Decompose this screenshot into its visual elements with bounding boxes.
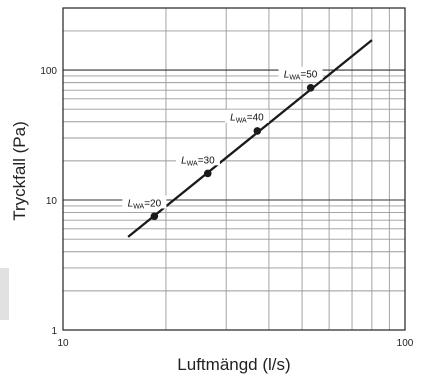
x-tick-label: 100 (397, 338, 414, 349)
annotation-label: LWA=40 (230, 113, 264, 125)
y-axis-title: Tryckfall (Pa) (10, 121, 29, 221)
annotation-label: LWA=30 (181, 155, 215, 167)
annotation-bg (224, 109, 269, 123)
y-tick-label: 1 (51, 326, 57, 337)
y-tick-label: 100 (40, 66, 57, 77)
data-point (203, 169, 212, 178)
annotation-bg (278, 66, 323, 80)
plot-frame (62, 7, 406, 331)
annotation-label: LWA=20 (128, 199, 162, 211)
x-tick-label: 10 (57, 338, 69, 349)
y-tick-label: 10 (46, 196, 58, 207)
side-tab (0, 268, 9, 320)
annotation-bg (122, 195, 167, 209)
annotation-label: LWA=50 (284, 70, 318, 82)
data-point (306, 83, 315, 92)
data-point (253, 127, 262, 135)
x-axis-title: Luftmängd (l/s) (177, 355, 290, 374)
series-line (127, 39, 373, 238)
annotation-bg (175, 152, 220, 166)
data-point (150, 212, 159, 221)
